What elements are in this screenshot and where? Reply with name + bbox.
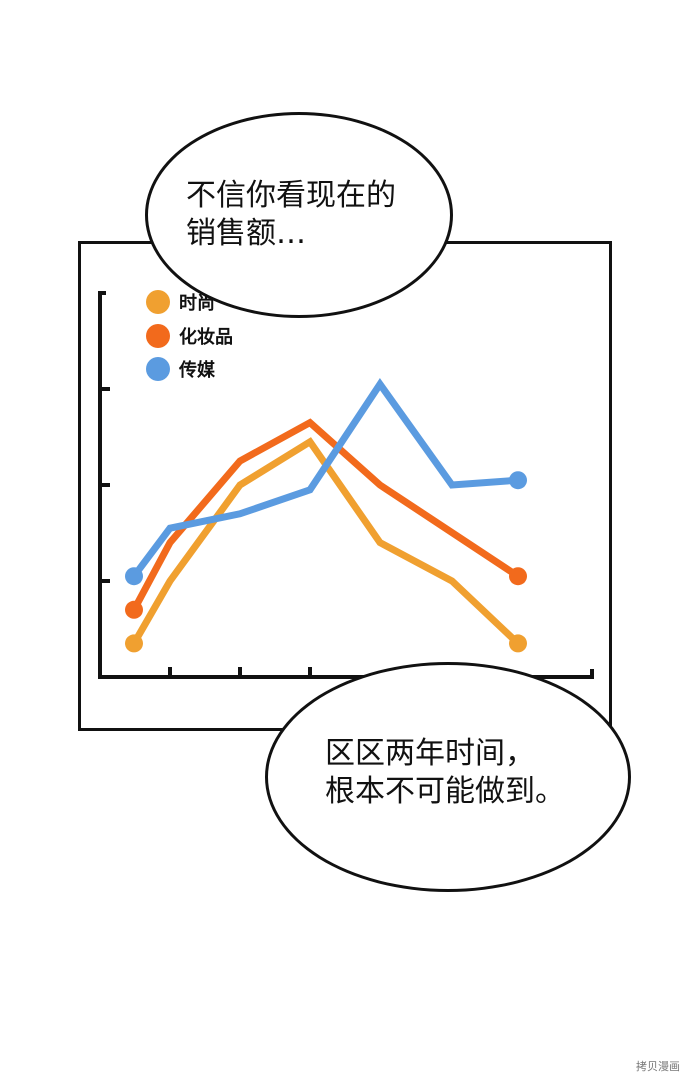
speech-bubble-bottom (265, 662, 631, 892)
series-2-start-point (125, 600, 143, 619)
series-3-start-point (125, 567, 143, 586)
bubble-bottom-line-2: 根本不可能做到。 (325, 774, 565, 809)
speech-bubble-top-text: 不信你看现在的 销售额… (186, 177, 396, 253)
series-3-end-point (509, 471, 527, 490)
bubble-top-line-2: 销售额… (186, 216, 306, 251)
legend-label: 时尚 (179, 293, 215, 314)
legend-swatch (146, 324, 170, 348)
series-1-start-point (125, 634, 143, 653)
legend-swatch (146, 290, 170, 314)
legend-item-3: 传媒 (146, 356, 215, 382)
watermark: 拷贝漫画 (636, 1060, 680, 1073)
bubble-top-line-1: 不信你看现在的 (186, 178, 396, 213)
legend-label: 化妆品 (179, 327, 233, 348)
series-line-2 (130, 418, 522, 614)
series-1-end-point (509, 634, 527, 653)
legend-item-1: 时尚 (146, 289, 215, 315)
series-line-3 (130, 378, 522, 580)
speech-bubble-bottom-text: 区区两年时间， 根本不可能做到。 (325, 735, 565, 811)
legend-swatch (146, 357, 170, 381)
speech-bubble-top (145, 112, 453, 318)
bubble-bottom-line-1: 区区两年时间， (325, 736, 535, 771)
series-2-end-point (509, 567, 527, 586)
legend-label: 传媒 (179, 360, 215, 381)
series-line-1 (130, 437, 522, 647)
chart-axes (98, 291, 594, 679)
legend-item-2: 化妆品 (146, 323, 233, 349)
